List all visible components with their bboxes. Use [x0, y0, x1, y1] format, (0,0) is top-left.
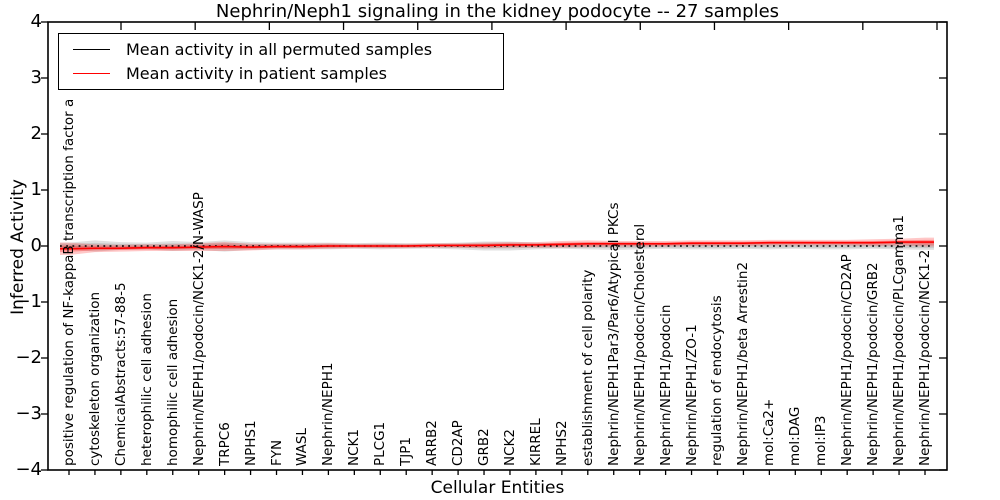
legend-line-sample-permuted-icon — [73, 48, 110, 50]
legend-item: Mean activity in all permuted samples — [73, 40, 503, 59]
x-category-label: NCK2 — [501, 429, 518, 466]
y-tick-label: 1 — [30, 179, 42, 200]
x-category-label: regulation of endocytosis — [709, 295, 726, 466]
x-category-label: Nephrin/NEPH1/podocin/Cholesterol — [631, 223, 648, 466]
x-category-label: NCK1 — [346, 429, 363, 466]
x-category-label: KIRREL — [527, 418, 544, 466]
legend-item: Mean activity in patient samples — [73, 64, 503, 83]
legend: Mean activity in all permuted samples Me… — [58, 33, 504, 90]
x-category-label: mol:Ca2+ — [761, 398, 778, 466]
x-category-label: establishment of cell polarity — [579, 269, 596, 466]
patient-band-outer — [60, 237, 934, 255]
x-category-label: mol:IP3 — [813, 415, 830, 466]
y-tick-label: 2 — [30, 123, 42, 144]
y-tick-label: 0 — [30, 235, 42, 256]
x-category-label: ChemicalAbstracts:57-88-5 — [112, 282, 129, 466]
x-category-label: Nephrin/NEPH1 — [320, 362, 337, 466]
x-category-label: WASL — [294, 428, 311, 466]
legend-label: Mean activity in all permuted samples — [126, 39, 433, 59]
x-category-label: homophilic cell adhesion — [164, 298, 181, 466]
x-category-label: CD2AP — [450, 420, 467, 466]
y-tick-label: −2 — [15, 347, 42, 368]
x-category-label: Nephrin/NEPH1/podocin/GRB2 — [865, 262, 882, 466]
chart-title: Nephrin/Neph1 signaling in the kidney po… — [215, 1, 780, 22]
x-category-label: Nephrin/NEPH1/podocin/NCK1-2 — [917, 249, 933, 466]
x-category-label: ARRB2 — [424, 420, 441, 466]
x-category-label: heterophilic cell adhesion — [138, 293, 155, 466]
x-category-label: NPHS1 — [242, 420, 259, 466]
x-category-label: Nephrin/NEPH1/podocin — [657, 304, 674, 466]
y-tick-label: 3 — [30, 67, 42, 88]
patient-mean-line — [60, 241, 934, 250]
x-category-label: Nephrin/NEPH1/podocin/CD2AP — [839, 254, 856, 466]
legend-line-sample-patient-icon — [73, 73, 110, 75]
y-tick-label: 4 — [30, 11, 42, 32]
x-category-label: mol:DAG — [787, 406, 804, 466]
y-tick-label: −3 — [15, 403, 42, 424]
x-category-label: Nephrin/NEPH1/ZO-1 — [683, 324, 700, 466]
x-category-label: cytoskeleton organization — [86, 291, 103, 466]
permuted-band-inner — [60, 242, 934, 250]
y-tick-label: −1 — [15, 291, 42, 312]
x-category-label: Nephrin/NEPH1/podocin/NCK1-2/N-WASP — [190, 192, 207, 466]
y-tick-label: −4 — [15, 459, 42, 480]
x-category-label: TRPC6 — [216, 422, 233, 466]
x-category-label: FYN — [268, 439, 285, 466]
x-category-label: PLCG1 — [372, 421, 389, 466]
x-category-label: NPHS2 — [553, 420, 570, 466]
x-category-label: TJP1 — [398, 437, 415, 466]
legend-label: Mean activity in patient samples — [126, 64, 387, 84]
x-category-label: positive regulation of NF-kappaB transcr… — [61, 98, 77, 466]
x-axis-label: Cellular Entities — [430, 478, 565, 498]
x-category-label: Nephrin/NEPH1/beta Arrestin2 — [735, 261, 752, 466]
x-category-label: Nephrin/NEPH1Par3/Par6/Atypical PKCs — [605, 202, 622, 467]
x-category-label: Nephrin/NEPH1/podocin/PLCgamma1 — [891, 214, 908, 466]
x-category-label: GRB2 — [476, 428, 493, 466]
